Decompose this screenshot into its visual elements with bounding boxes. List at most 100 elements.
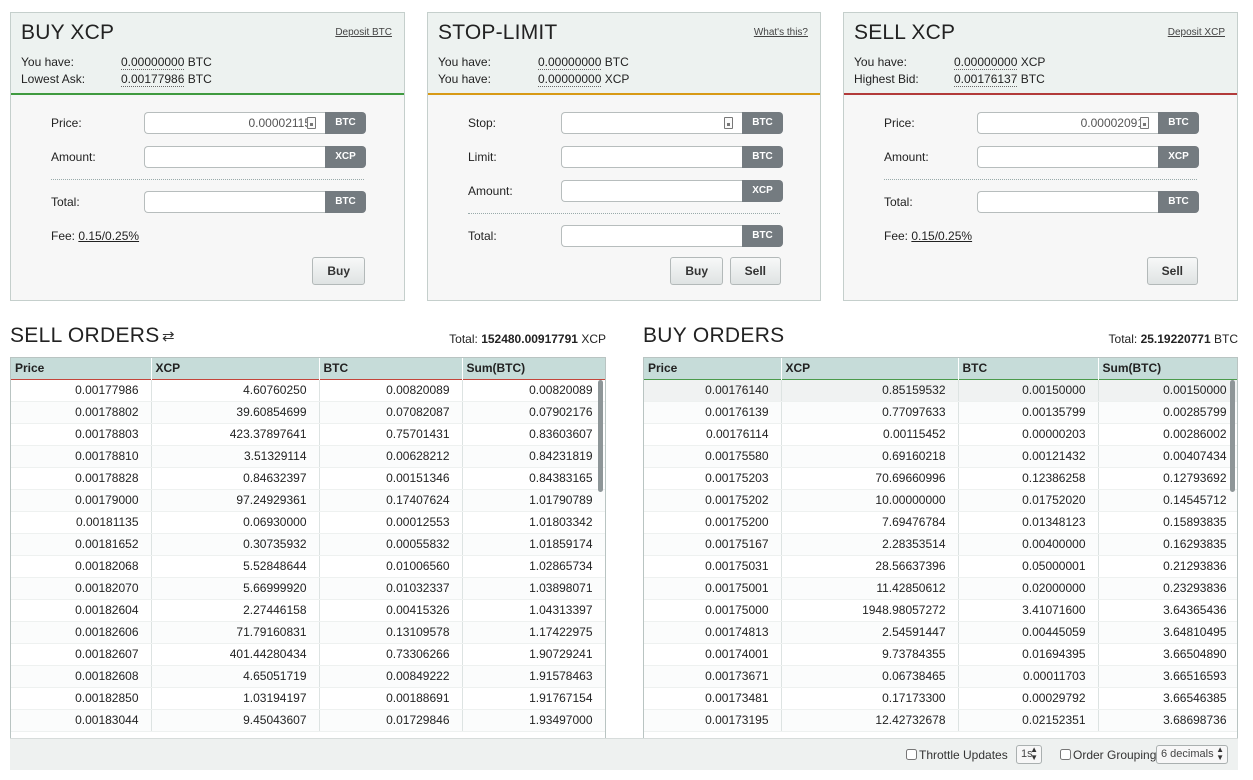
table-row[interactable]: 0.00175203 70.69660996 0.12386258 0.1279369… bbox=[644, 467, 1237, 490]
stop-sell-button[interactable]: Sell bbox=[729, 257, 781, 285]
column-header[interactable]: Price bbox=[644, 358, 782, 379]
table-row[interactable]: 0.00182068 5.52848644 0.01006560 1.02865734 bbox=[11, 555, 605, 578]
buy-price-input[interactable] bbox=[144, 112, 325, 134]
table-cell: 0.00182607 bbox=[11, 643, 152, 666]
stop-buy-button[interactable]: Buy bbox=[670, 257, 723, 285]
lowest-ask-value[interactable]: 0.00177986 bbox=[121, 72, 185, 87]
throttle-updates-control[interactable]: Throttle Updates bbox=[906, 747, 1008, 762]
buy-orders-body: 0.00176140 0.85159532 0.00150000 0.00150000… bbox=[644, 379, 1237, 732]
table-cell: 11.42850612 bbox=[781, 577, 959, 600]
whats-this-link[interactable]: What's this? bbox=[753, 27, 808, 38]
sell-fee-value[interactable]: 0.15/0.25% bbox=[911, 229, 973, 243]
table-row[interactable]: 0.00175000 1948.98057272 3.41071600 3.64365… bbox=[644, 599, 1237, 622]
table-row[interactable]: 0.00181652 0.30735932 0.00055832 1.01859174 bbox=[11, 533, 605, 556]
table-row[interactable]: 0.00173671 0.06738465 0.00011703 3.66516593 bbox=[644, 665, 1237, 688]
table-row[interactable]: 0.00178810 3.51329114 0.00628212 0.84231819 bbox=[11, 445, 605, 468]
sell-button[interactable]: Sell bbox=[1146, 257, 1198, 285]
select-arrows-icon: ▲ ▼ bbox=[1216, 745, 1224, 762]
buy-orders-scrollbar[interactable] bbox=[1230, 380, 1235, 492]
column-header[interactable]: XCP bbox=[151, 358, 320, 379]
stop-limit-form: Stop: BTC Limit: BTC Amount: XCP Total: bbox=[428, 97, 820, 300]
table-cell: 0.21293836 bbox=[1098, 555, 1237, 578]
table-row[interactable]: 0.00175202 10.00000000 0.01752020 0.1454571… bbox=[644, 489, 1237, 512]
table-row[interactable]: 0.00173481 0.17173300 0.00029792 3.66546385 bbox=[644, 687, 1237, 710]
table-cell: 0.00011703 bbox=[958, 665, 1099, 688]
table-row[interactable]: 0.00175001 11.42850612 0.02000000 0.2329383… bbox=[644, 577, 1237, 600]
calculator-icon[interactable] bbox=[307, 117, 316, 129]
deposit-xcp-link[interactable]: Deposit XCP bbox=[1167, 27, 1225, 38]
calculator-icon[interactable] bbox=[1140, 117, 1149, 129]
table-cell: 0.00175203 bbox=[644, 467, 782, 490]
table-cell: 0.13109578 bbox=[319, 621, 463, 644]
table-row[interactable]: 0.00176140 0.85159532 0.00150000 0.00150000 bbox=[644, 379, 1237, 402]
table-row[interactable]: 0.00182604 2.27446158 0.00415326 1.04313397 bbox=[11, 599, 605, 622]
stop-amount-input[interactable] bbox=[561, 180, 742, 202]
table-row[interactable]: 0.00175580 0.69160218 0.00121432 0.00407434 bbox=[644, 445, 1237, 468]
table-cell: 0.00181135 bbox=[11, 511, 152, 534]
sell-amount-input[interactable] bbox=[977, 146, 1158, 168]
column-header[interactable]: Sum(BTC) bbox=[1098, 358, 1237, 379]
table-row[interactable]: 0.00178802 39.60854699 0.07082087 0.0790217… bbox=[11, 401, 605, 424]
throttle-interval-select[interactable]: 1s ▲ ▼ bbox=[1016, 745, 1042, 764]
table-row[interactable]: 0.00174813 2.54591447 0.00445059 3.64810495 bbox=[644, 621, 1237, 644]
buy-orders-header: BUY ORDERS Total: 25.19220771 BTC bbox=[643, 322, 1238, 352]
table-row[interactable]: 0.00182070 5.66999920 0.01032337 1.03898071 bbox=[11, 577, 605, 600]
buy-orders-total-unit: BTC bbox=[1214, 332, 1238, 346]
sell-price-input[interactable] bbox=[977, 112, 1158, 134]
throttle-updates-checkbox[interactable] bbox=[906, 749, 917, 761]
column-header[interactable]: BTC bbox=[958, 358, 1099, 379]
swap-arrows-icon[interactable]: ⇄ bbox=[162, 328, 175, 345]
buy-total-input[interactable] bbox=[144, 191, 325, 213]
table-row[interactable]: 0.00177986 4.60760250 0.00820089 0.00820089 bbox=[11, 379, 605, 402]
column-header[interactable]: BTC bbox=[319, 358, 463, 379]
table-cell: 0.00182604 bbox=[11, 599, 152, 622]
stop-btc-balance-value[interactable]: 0.00000000 bbox=[538, 55, 602, 70]
table-cell: 1.93497000 bbox=[462, 709, 605, 732]
stop-total-input[interactable] bbox=[561, 225, 742, 247]
limit-input[interactable] bbox=[561, 146, 742, 168]
table-cell: 0.00820089 bbox=[462, 379, 605, 402]
table-row[interactable]: 0.00181135 0.06930000 0.00012553 1.01803342 bbox=[11, 511, 605, 534]
stop-xcp-balance-value[interactable]: 0.00000000 bbox=[538, 72, 602, 87]
table-row[interactable]: 0.00182606 71.79160831 0.13109578 1.1742297… bbox=[11, 621, 605, 644]
buy-button[interactable]: Buy bbox=[312, 257, 365, 285]
sell-balance-value[interactable]: 0.00000000 bbox=[954, 55, 1018, 70]
order-grouping-select[interactable]: 6 decimals ▲ ▼ bbox=[1156, 745, 1228, 764]
table-row[interactable]: 0.00173195 12.42732678 0.02152351 3.6869873… bbox=[644, 709, 1237, 732]
table-row[interactable]: 0.00182607 401.44280434 0.73306266 1.907292… bbox=[11, 643, 605, 666]
sell-orders-scrollbar[interactable] bbox=[598, 380, 603, 492]
table-row[interactable]: 0.00178803 423.37897641 0.75701431 0.836036… bbox=[11, 423, 605, 446]
buy-balance-value[interactable]: 0.00000000 bbox=[121, 55, 185, 70]
table-row[interactable]: 0.00183044 9.45043607 0.01729846 1.93497000 bbox=[11, 709, 605, 732]
buy-fee: Fee: 0.15/0.25% bbox=[51, 229, 139, 243]
table-row[interactable]: 0.00182850 1.03194197 0.00188691 1.91767154 bbox=[11, 687, 605, 710]
column-header[interactable]: XCP bbox=[781, 358, 959, 379]
table-row[interactable]: 0.00179000 97.24929361 0.17407624 1.0179078… bbox=[11, 489, 605, 512]
sell-orders-total: Total: 152480.00917791 XCP bbox=[449, 332, 606, 346]
table-row[interactable]: 0.00175031 28.56637396 0.05000001 0.2129383… bbox=[644, 555, 1237, 578]
buy-amount-input[interactable] bbox=[144, 146, 325, 168]
highest-bid-value[interactable]: 0.00176137 bbox=[954, 72, 1018, 87]
order-grouping-control[interactable]: Order Grouping bbox=[1060, 747, 1156, 762]
calculator-icon[interactable] bbox=[724, 117, 733, 129]
table-row[interactable]: 0.00176139 0.77097633 0.00135799 0.00285799 bbox=[644, 401, 1237, 424]
sell-total-input[interactable] bbox=[977, 191, 1158, 213]
stop-input[interactable] bbox=[561, 112, 742, 134]
table-row[interactable]: 0.00174001 9.73784355 0.01694395 3.66504890 bbox=[644, 643, 1237, 666]
table-cell: 3.64365436 bbox=[1098, 599, 1237, 622]
column-header[interactable]: Price bbox=[11, 358, 152, 379]
column-header[interactable]: Sum(BTC) bbox=[462, 358, 605, 379]
table-cell: 0.00182068 bbox=[11, 555, 152, 578]
table-row[interactable]: 0.00175167 2.28353514 0.00400000 0.16293835 bbox=[644, 533, 1237, 556]
table-row[interactable]: 0.00175200 7.69476784 0.01348123 0.15893835 bbox=[644, 511, 1237, 534]
table-cell: 0.75701431 bbox=[319, 423, 463, 446]
deposit-btc-link[interactable]: Deposit BTC bbox=[335, 27, 392, 38]
table-row[interactable]: 0.00182608 4.65051719 0.00849222 1.91578463 bbox=[11, 665, 605, 688]
table-row[interactable]: 0.00178828 0.84632397 0.00151346 0.84383165 bbox=[11, 467, 605, 490]
buy-fee-value[interactable]: 0.15/0.25% bbox=[78, 229, 140, 243]
sell-fee-label: Fee: bbox=[884, 229, 909, 243]
table-row[interactable]: 0.00176114 0.00115452 0.00000203 0.00286002 bbox=[644, 423, 1237, 446]
order-grouping-checkbox[interactable] bbox=[1060, 749, 1071, 761]
table-cell: 0.00188691 bbox=[319, 687, 463, 710]
lowest-ask-unit: BTC bbox=[187, 72, 212, 86]
